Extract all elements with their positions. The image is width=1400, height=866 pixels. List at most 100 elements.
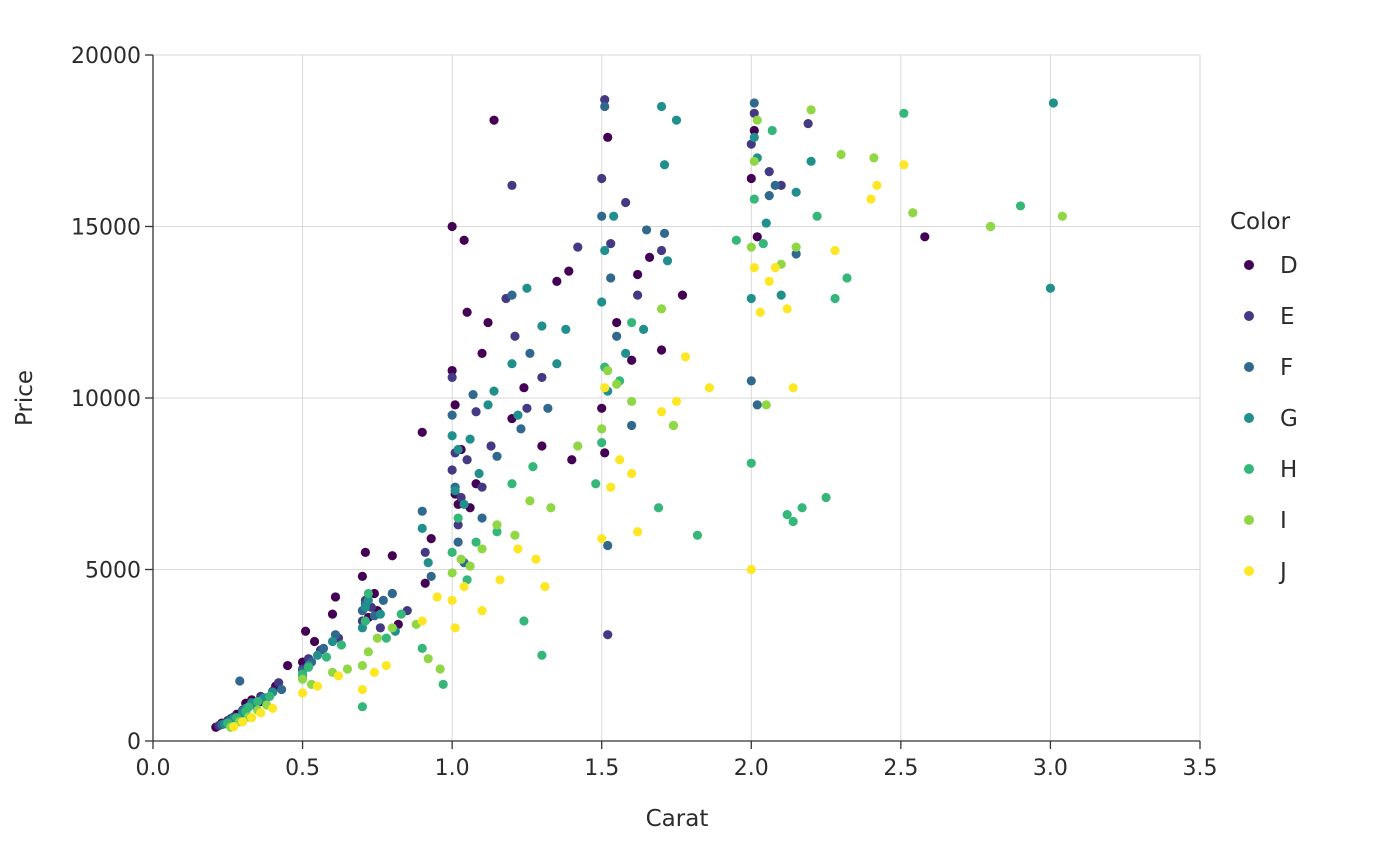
- data-point: [704, 383, 715, 393]
- data-point: [253, 696, 263, 707]
- data-point: [788, 383, 798, 393]
- legend-marker: [1244, 311, 1254, 321]
- data-point: [986, 221, 996, 232]
- data-point: [336, 640, 347, 650]
- data-point: [668, 420, 679, 431]
- data-point: [600, 448, 610, 458]
- data-point: [435, 664, 445, 674]
- data-point: [656, 304, 667, 314]
- x-tick-label: 0.0: [136, 756, 171, 781]
- data-point: [510, 331, 520, 341]
- legend-item-I: I: [1244, 508, 1287, 534]
- data-point: [641, 225, 652, 235]
- data-point: [381, 633, 391, 643]
- x-tick-label: 3.0: [1033, 756, 1068, 781]
- data-point: [761, 400, 771, 410]
- data-point: [357, 623, 367, 633]
- data-point: [483, 317, 493, 328]
- data-point: [363, 647, 373, 657]
- data-point: [277, 684, 287, 695]
- data-point: [297, 674, 308, 684]
- data-point: [597, 437, 607, 448]
- data-point: [573, 242, 583, 252]
- data-point: [447, 372, 457, 383]
- series-D: [211, 115, 930, 732]
- data-point: [656, 345, 667, 355]
- legend-item-E: E: [1244, 304, 1295, 330]
- data-point: [791, 187, 801, 197]
- data-point: [644, 252, 655, 262]
- data-point: [486, 441, 496, 451]
- data-point: [597, 173, 607, 184]
- series-G: [220, 98, 1059, 729]
- data-point: [300, 626, 311, 636]
- data-point: [746, 242, 756, 252]
- data-point: [396, 609, 406, 619]
- data-point: [453, 537, 463, 547]
- data-point: [447, 221, 457, 232]
- data-point: [537, 650, 547, 660]
- data-point: [357, 571, 367, 581]
- data-point: [615, 455, 625, 465]
- data-point: [229, 721, 239, 732]
- data-point: [540, 582, 550, 592]
- data-point: [459, 582, 469, 592]
- data-point: [417, 643, 427, 653]
- data-point: [330, 630, 341, 640]
- data-point: [537, 321, 547, 331]
- data-point: [357, 660, 367, 671]
- data-point: [519, 616, 529, 626]
- data-point: [656, 245, 667, 256]
- data-point: [749, 98, 759, 108]
- data-point: [477, 482, 487, 492]
- data-point: [612, 331, 622, 341]
- data-point: [662, 256, 673, 266]
- data-point: [597, 424, 607, 434]
- data-point: [591, 479, 601, 489]
- data-point: [297, 688, 308, 698]
- data-point: [920, 232, 930, 242]
- data-point: [235, 676, 245, 686]
- data-point: [375, 609, 385, 619]
- legend-item-F: F: [1244, 355, 1293, 381]
- data-point: [360, 602, 370, 612]
- data-point: [606, 273, 616, 283]
- y-tick-label: 15000: [71, 216, 141, 241]
- legend-marker: [1244, 260, 1254, 270]
- data-point: [836, 149, 846, 160]
- legend-marker: [1244, 566, 1254, 576]
- data-point: [417, 427, 427, 437]
- data-point: [764, 167, 774, 177]
- data-point: [238, 717, 248, 727]
- data-point: [621, 197, 631, 208]
- data-point: [746, 139, 756, 149]
- y-axis-ticks: 0 5000 10000 15000 20000: [71, 44, 153, 755]
- legend-marker: [1244, 413, 1254, 423]
- data-point: [671, 115, 682, 125]
- data-point: [770, 263, 780, 273]
- data-point: [360, 547, 370, 557]
- data-point: [447, 431, 457, 441]
- data-point: [764, 276, 774, 286]
- data-point: [447, 410, 457, 420]
- data-point: [872, 180, 882, 190]
- data-point: [369, 667, 379, 678]
- data-point: [492, 520, 502, 530]
- data-point: [746, 293, 756, 304]
- data-point: [360, 616, 370, 626]
- data-point: [321, 652, 332, 662]
- data-point: [492, 451, 502, 461]
- data-point: [357, 684, 367, 695]
- legend-title: Color: [1230, 209, 1291, 235]
- data-point: [612, 379, 622, 389]
- data-point: [627, 468, 637, 479]
- data-point: [755, 307, 765, 317]
- data-point: [453, 444, 463, 455]
- data-point: [791, 249, 801, 259]
- data-point: [606, 482, 616, 492]
- data-point: [459, 499, 469, 509]
- data-point: [495, 575, 505, 585]
- data-point: [749, 125, 759, 136]
